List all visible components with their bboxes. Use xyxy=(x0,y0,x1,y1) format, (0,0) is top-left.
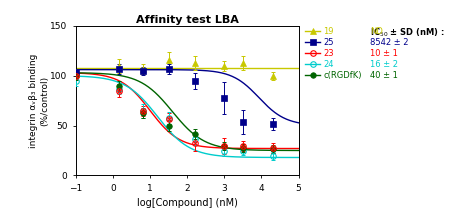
Y-axis label: integrin αᵥβ₃ binding
(%/control): integrin αᵥβ₃ binding (%/control) xyxy=(29,53,49,148)
Text: 8542 ± 2: 8542 ± 2 xyxy=(370,38,408,47)
Text: IC$_{50}$ ± SD (nM) :: IC$_{50}$ ± SD (nM) : xyxy=(370,27,445,39)
Text: ND: ND xyxy=(370,27,383,36)
X-axis label: log[Compound] (nM): log[Compound] (nM) xyxy=(137,198,237,208)
Text: 16 ± 2: 16 ± 2 xyxy=(370,60,398,69)
Text: 10 ± 1: 10 ± 1 xyxy=(370,49,398,58)
Text: 40 ± 1: 40 ± 1 xyxy=(370,71,398,80)
Title: Affinity test LBA: Affinity test LBA xyxy=(136,15,239,25)
Legend: 19, 25, 23, 24, c(RGDfK): 19, 25, 23, 24, c(RGDfK) xyxy=(305,27,362,80)
